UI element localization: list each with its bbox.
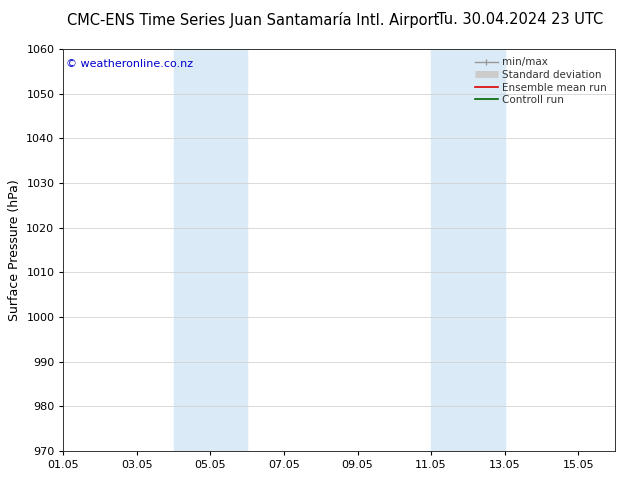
Bar [431,49,505,451]
Bar [174,49,247,451]
Text: © weatheronline.co.nz: © weatheronline.co.nz [66,59,193,69]
Text: Tu. 30.04.2024 23 UTC: Tu. 30.04.2024 23 UTC [437,12,603,27]
Text: CMC-ENS Time Series Juan Santamaría Intl. Airport: CMC-ENS Time Series Juan Santamaría Intl… [67,12,440,28]
Legend: min/max, Standard deviation, Ensemble mean run, Controll run: min/max, Standard deviation, Ensemble me… [472,54,610,108]
Y-axis label: Surface Pressure (hPa): Surface Pressure (hPa) [8,179,21,321]
